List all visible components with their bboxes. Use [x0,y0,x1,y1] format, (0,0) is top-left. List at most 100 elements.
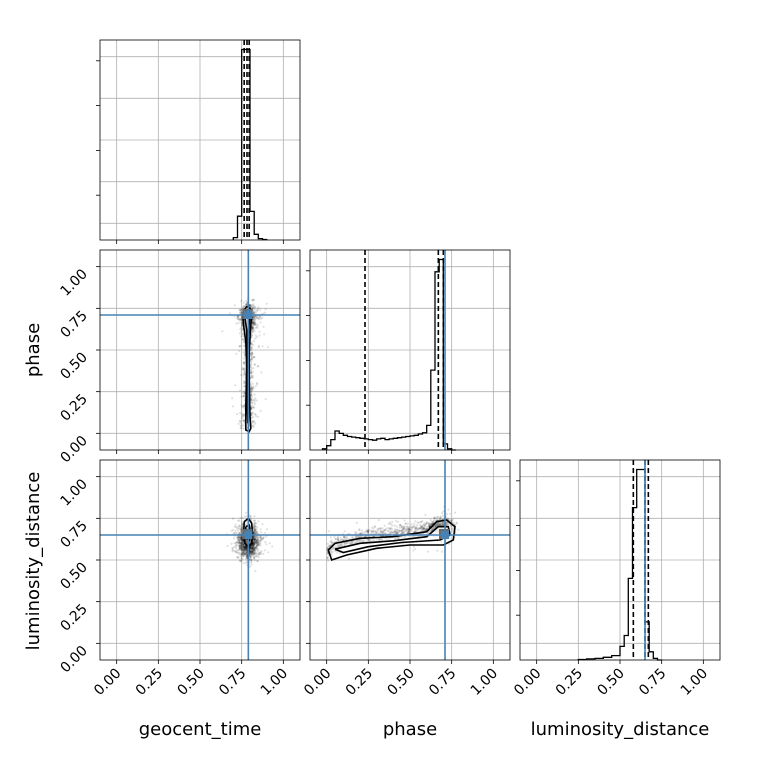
scatter-point [367,538,370,541]
scatter-point [237,536,240,539]
scatter-point [259,535,262,538]
scatter-point [445,513,449,516]
scatter-point [250,550,253,553]
scatter-point [335,552,339,555]
scatter-point [250,550,253,553]
scatter-point [426,525,429,528]
scatter-point [250,386,253,390]
scatter-point [427,531,430,534]
scatter-point [240,318,243,322]
scatter-point [330,553,333,557]
scatter-point [254,538,257,541]
scatter-point [264,540,267,544]
scatter-point [252,324,255,327]
scatter-point [405,527,408,531]
scatter-point [257,539,260,542]
scatter-point [239,516,242,519]
scatter-point [336,546,339,549]
scatter-point [238,546,241,549]
tick-label-y: 0.75 [57,518,90,551]
scatter-point [244,550,247,553]
scatter-point [240,526,243,529]
scatter-point [241,557,244,561]
tick-label-y: 0.00 [57,643,90,676]
ylabel-phase: phase [23,323,44,377]
scatter-point [242,427,245,430]
scatter-point [249,550,252,553]
scatter-point [250,360,253,364]
scatter-point [248,304,251,308]
scatter-point [257,344,260,347]
tick-label-y: 0.00 [57,433,90,466]
scatter-point [236,413,239,416]
scatter-point [235,551,238,554]
scatter-point [250,357,253,360]
scatter-point [241,541,244,544]
scatter-point [354,541,357,544]
scatter-point [252,424,255,427]
scatter-point [250,399,253,402]
scatter-point [414,520,417,523]
scatter-point [250,371,253,375]
scatter-point [240,531,243,534]
scatter-point [439,515,442,519]
scatter-point [440,521,443,525]
scatter-point [238,553,241,556]
scatter-point [393,530,396,533]
scatter-point [252,522,255,525]
scatter-point [256,323,259,326]
scatter-point [368,538,371,541]
scatter-point [379,538,382,541]
scatter-point [254,322,257,325]
scatter-point [259,315,262,319]
hist-panel-luminosity-distance: 0.00 0.25 0.50 0.75 1.00 [511,459,721,699]
scatter-point [254,334,258,337]
scatter-point [253,528,256,531]
scatter-point [252,316,255,319]
scatter-point [404,529,407,532]
scatter-point [243,545,246,549]
scatter-point [440,540,443,544]
scatter-point [250,546,254,549]
scatter-point [399,529,403,532]
scatter-point [236,315,239,318]
scatter-panel-geocent-time-vs-phase: 0.000.250.500.751.00 [57,249,301,466]
scatter-point [251,307,254,310]
scatter-point [241,541,244,544]
scatter-point [253,537,256,541]
scatter-point [252,303,255,306]
scatter-point [442,523,445,526]
scatter-point [447,523,450,527]
scatter-point [365,528,369,531]
scatter-point [252,549,255,552]
scatter-point [253,523,256,526]
scatter-point [355,535,358,538]
scatter-point [331,541,334,545]
scatter-point [239,537,243,540]
scatter-point [264,308,267,311]
scatter-point [233,304,236,307]
scatter-point [250,401,253,405]
scatter-point [441,523,444,527]
scatter-point [253,322,256,325]
scatter-point [250,549,254,552]
scatter-point [434,516,437,520]
scatter-point [253,541,256,544]
scatter-point [373,525,376,528]
scatter-point [241,405,244,408]
scatter-point [401,532,404,535]
scatter-point [413,522,416,525]
scatter-point [242,545,245,549]
scatter-point [338,545,341,548]
scatter-point [250,354,253,357]
scatter-point [252,298,255,301]
scatter-point [250,554,253,558]
scatter-point [259,537,262,540]
scatter-point [351,542,354,545]
scatter-point [330,548,333,552]
scatter-point [254,554,257,557]
scatter-point [343,530,346,533]
scatter-point [250,547,253,550]
scatter-point [238,525,241,528]
